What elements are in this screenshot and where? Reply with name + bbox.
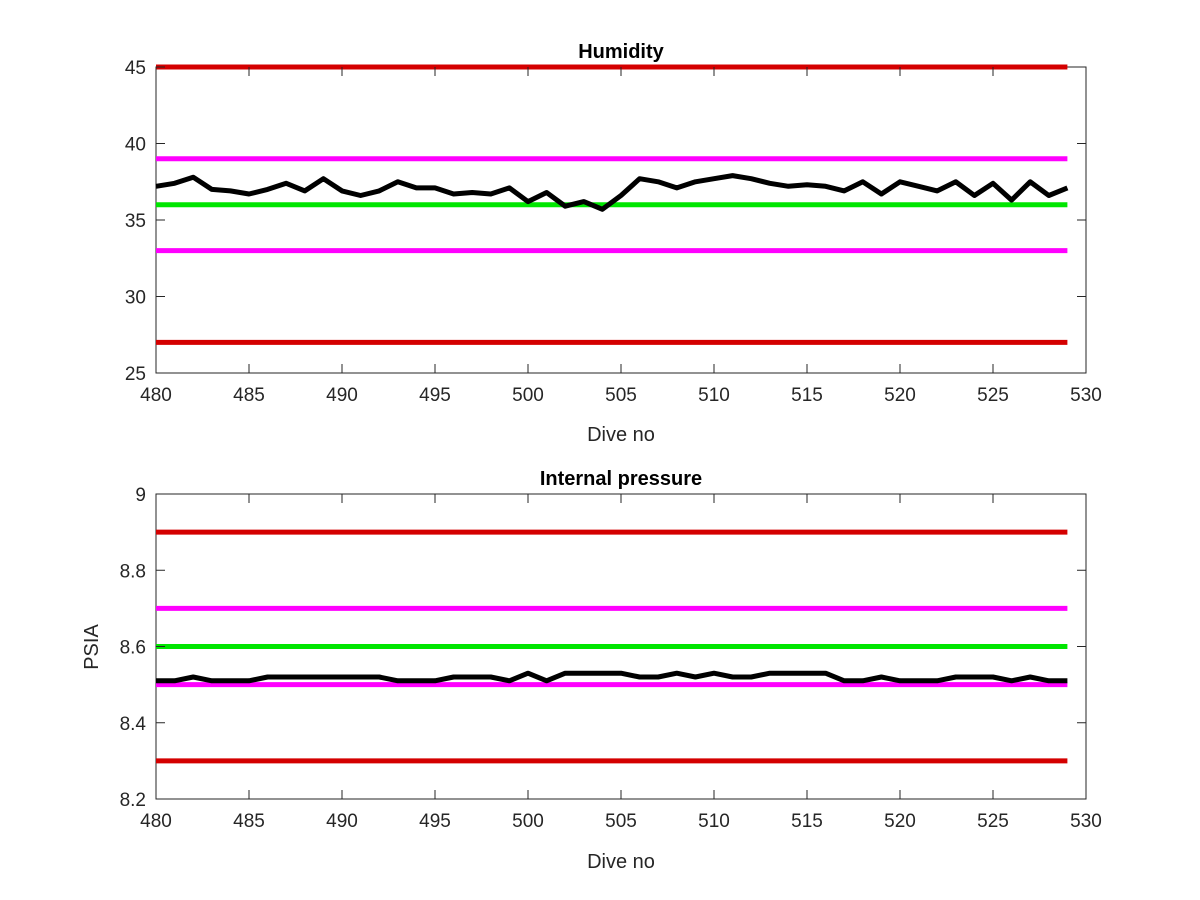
internal-pressure-xtick-label: 505 bbox=[605, 811, 637, 832]
humidity-plot-area bbox=[155, 66, 1087, 374]
humidity-plot: 480 485 490 495 500 505 510 515 520 525 530 25 30 35 4… bbox=[125, 41, 1102, 446]
internal-pressure-xtick-label: 490 bbox=[326, 811, 358, 832]
humidity-xtick-label: 515 bbox=[791, 385, 823, 406]
humidity-xtick-label: 530 bbox=[1070, 385, 1102, 406]
internal-pressure-xtick-label: 525 bbox=[977, 811, 1009, 832]
internal-pressure-xtick-label: 510 bbox=[698, 811, 730, 832]
humidity-title: Humidity bbox=[578, 41, 664, 63]
humidity-ytick-label: 25 bbox=[125, 364, 146, 385]
humidity-xtick-label: 505 bbox=[605, 385, 637, 406]
internal-pressure-plot: 480 485 490 495 500 505 510 515 520 525 530 8.2 8.4 8… bbox=[81, 468, 1102, 873]
internal-pressure-ylabel: PSIA bbox=[81, 624, 103, 670]
internal-pressure-ytick-label: 9 bbox=[135, 485, 146, 506]
humidity-xtick-label: 520 bbox=[884, 385, 916, 406]
internal-pressure-xlabel: Dive no bbox=[587, 851, 655, 873]
internal-pressure-ytick-label: 8.6 bbox=[120, 638, 146, 659]
internal-pressure-xtick-label: 500 bbox=[512, 811, 544, 832]
internal-pressure-xtick-label: 515 bbox=[791, 811, 823, 832]
internal-pressure-ytick-label: 8.8 bbox=[120, 561, 146, 582]
internal-pressure-xtick-label: 480 bbox=[140, 811, 172, 832]
humidity-xtick-label: 500 bbox=[512, 385, 544, 406]
humidity-xtick-label: 495 bbox=[419, 385, 451, 406]
internal-pressure-series-line bbox=[156, 670, 1068, 684]
internal-pressure-ytick-label: 8.4 bbox=[120, 714, 147, 735]
internal-pressure-xtick-label: 530 bbox=[1070, 811, 1102, 832]
humidity-ytick-label: 45 bbox=[125, 58, 146, 79]
humidity-xtick-label: 490 bbox=[326, 385, 358, 406]
humidity-xlabel: Dive no bbox=[587, 424, 655, 446]
humidity-xtick-label: 525 bbox=[977, 385, 1009, 406]
internal-pressure-xtick-label: 495 bbox=[419, 811, 451, 832]
humidity-ytick-label: 30 bbox=[125, 288, 146, 309]
humidity-xtick-label: 480 bbox=[140, 385, 172, 406]
humidity-ytick-label: 40 bbox=[125, 135, 146, 156]
internal-pressure-title: Internal pressure bbox=[540, 468, 702, 490]
humidity-xtick-label: 510 bbox=[698, 385, 730, 406]
internal-pressure-xtick-label: 485 bbox=[233, 811, 265, 832]
humidity-series-line bbox=[155, 173, 1069, 212]
humidity-xtick-label: 485 bbox=[233, 385, 265, 406]
internal-pressure-xtick-label: 520 bbox=[884, 811, 916, 832]
humidity-ytick-label: 35 bbox=[125, 211, 146, 232]
internal-pressure-ytick-label: 8.2 bbox=[120, 790, 146, 811]
